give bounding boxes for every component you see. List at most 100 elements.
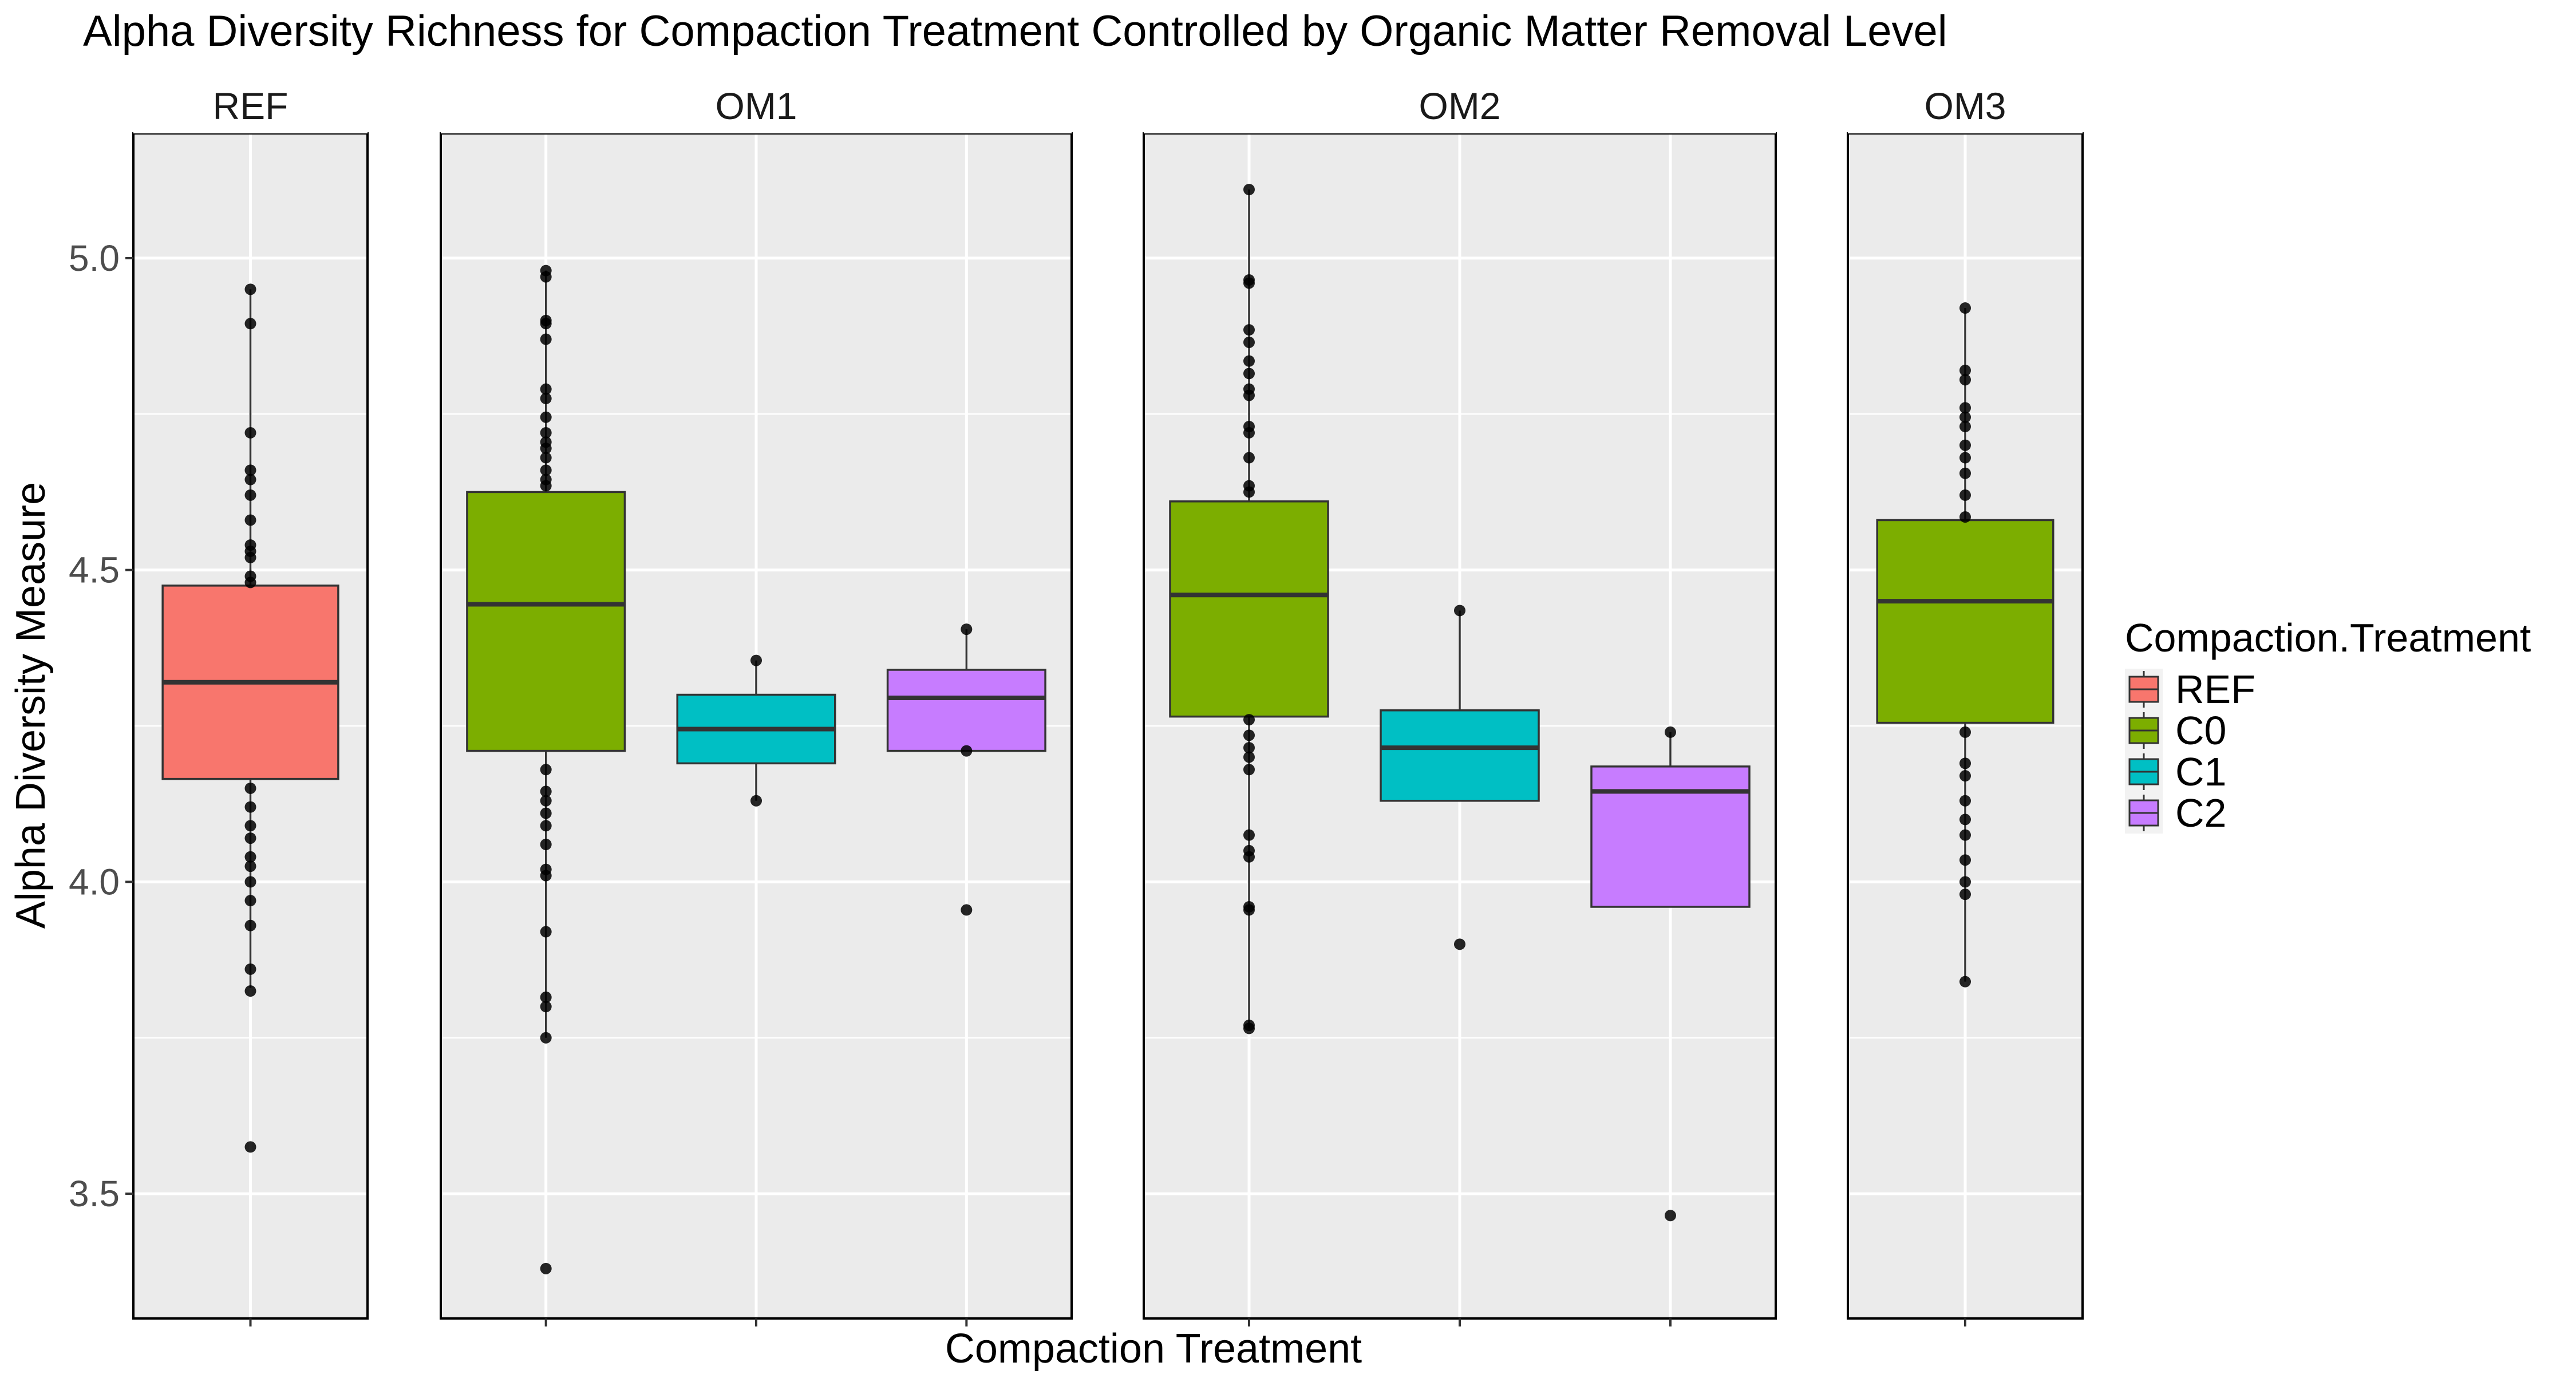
facet-panels: REF OM1 OM2 OM3	[132, 85, 2084, 1326]
data-point	[1243, 184, 1255, 196]
box-body	[1876, 519, 2055, 724]
data-point	[244, 860, 256, 872]
y-tick-label: 3.5	[69, 1173, 120, 1214]
facet-panel-om1: OM1	[440, 85, 1073, 1326]
data-point	[1243, 1022, 1255, 1035]
data-point	[1959, 302, 1971, 314]
data-point	[1959, 402, 1971, 414]
facet-panel-ref: REF	[132, 85, 369, 1326]
facet-panel-om2: OM2	[1143, 85, 1777, 1326]
data-point	[961, 904, 973, 916]
data-point	[540, 271, 552, 283]
legend-entry-ref: REF	[2125, 667, 2255, 712]
legend-entry-c0: C0	[2125, 708, 2226, 753]
facet-strip-label: OM2	[1419, 85, 1500, 127]
data-point	[1959, 814, 1971, 826]
data-point	[244, 514, 256, 526]
facet-strip-label: OM3	[1924, 85, 2006, 127]
data-point	[1243, 714, 1255, 726]
data-point	[1959, 889, 1971, 901]
data-point	[244, 963, 256, 975]
data-point	[540, 785, 552, 797]
legend-label: C0	[2175, 708, 2226, 753]
facet-strip	[441, 85, 1072, 133]
legend-label: C2	[2175, 791, 2226, 835]
data-point	[1959, 757, 1971, 769]
facet-strip	[1848, 85, 2083, 133]
data-point	[1243, 751, 1255, 763]
data-point	[1959, 829, 1971, 841]
data-point	[1243, 904, 1255, 916]
data-point	[1243, 427, 1255, 439]
data-point	[1959, 876, 1971, 888]
data-point	[1243, 336, 1255, 348]
data-point	[1959, 439, 1971, 451]
facet-panel-om3: OM3	[1847, 85, 2084, 1326]
data-point	[244, 489, 256, 501]
legend-entry-c2: C2	[2125, 791, 2226, 835]
legend-label: REF	[2175, 667, 2255, 712]
data-point	[1243, 486, 1255, 498]
data-point	[244, 1141, 256, 1153]
data-point	[244, 895, 256, 907]
box-om1-c0	[466, 264, 626, 1274]
box-om1-c2	[886, 623, 1046, 916]
data-point	[244, 318, 256, 330]
box-body	[466, 491, 626, 752]
data-point	[1959, 854, 1971, 866]
data-point	[1243, 277, 1255, 289]
data-point	[1243, 729, 1255, 741]
data-point	[540, 318, 552, 330]
box-body	[1169, 500, 1329, 718]
data-point	[1959, 452, 1971, 464]
box-om2-c2	[1590, 726, 1751, 1222]
data-point	[1959, 511, 1971, 523]
data-point	[1243, 368, 1255, 380]
box-body	[1380, 709, 1540, 802]
data-point	[540, 443, 552, 455]
data-point	[540, 427, 552, 439]
data-point	[244, 473, 256, 485]
data-point	[1959, 374, 1971, 386]
box-body	[1590, 765, 1751, 908]
data-point	[540, 1262, 552, 1274]
data-point	[540, 411, 552, 423]
data-point	[540, 795, 552, 807]
facet-strip-label: REF	[213, 85, 289, 127]
facet-strip	[1144, 85, 1776, 133]
data-point	[540, 393, 552, 405]
data-point	[1243, 851, 1255, 863]
box-om1-c1	[676, 654, 836, 807]
data-point	[750, 795, 762, 807]
box-body	[886, 669, 1046, 752]
legend-title: Compaction.Treatment	[2125, 615, 2531, 660]
facet-strip-label: OM1	[715, 85, 797, 127]
data-point	[540, 383, 552, 395]
y-axis-title: Alpha Diversity Measure	[8, 482, 54, 929]
legend-label: C1	[2175, 749, 2226, 794]
data-point	[1243, 764, 1255, 776]
data-point	[961, 745, 973, 757]
box-om2-c0	[1169, 184, 1329, 1035]
data-point	[540, 839, 552, 850]
data-point	[1454, 605, 1465, 617]
data-point	[1243, 742, 1255, 754]
data-point	[244, 851, 256, 863]
y-tick-label: 4.0	[69, 861, 120, 902]
data-point	[1959, 489, 1971, 501]
data-point	[1959, 795, 1971, 807]
data-point	[244, 985, 256, 997]
data-point	[244, 876, 256, 888]
data-point	[540, 1032, 552, 1044]
data-point	[1959, 365, 1971, 376]
data-point	[540, 333, 552, 345]
y-axis: 3.5 4.0 4.5 5.0	[69, 238, 133, 1214]
data-point	[1959, 726, 1971, 738]
data-point	[1243, 452, 1255, 464]
box-om3-c0	[1876, 302, 2055, 988]
data-point	[244, 832, 256, 844]
data-point	[1454, 938, 1465, 950]
data-point	[244, 427, 256, 439]
